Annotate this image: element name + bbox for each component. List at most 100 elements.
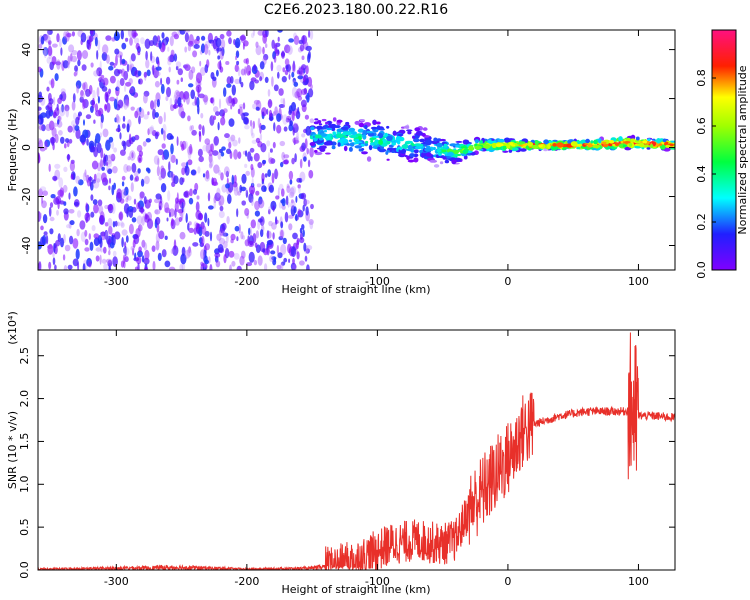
noise-cell xyxy=(237,191,241,196)
noise-cell xyxy=(277,252,283,259)
noise-cell xyxy=(43,231,48,236)
noise-cell xyxy=(67,153,70,162)
noise-cell xyxy=(125,235,129,243)
noise-cell xyxy=(213,164,220,174)
noise-cell xyxy=(115,114,120,123)
noise-cell xyxy=(107,217,113,228)
noise-cell xyxy=(250,125,254,137)
noise-cell xyxy=(181,167,186,176)
noise-cell xyxy=(280,98,284,104)
noise-cell xyxy=(222,108,228,114)
noise-cell xyxy=(246,262,253,267)
noise-cell xyxy=(268,157,274,165)
noise-cell xyxy=(291,110,295,122)
noise-cell xyxy=(114,231,121,240)
signal-cell xyxy=(508,149,513,153)
signal-cell xyxy=(463,155,468,160)
noise-cell xyxy=(300,99,307,108)
noise-cell xyxy=(96,50,99,60)
signal-cell xyxy=(370,142,374,145)
noise-cell xyxy=(245,150,248,157)
noise-cell xyxy=(137,51,141,56)
noise-cell xyxy=(306,92,310,103)
noise-cell xyxy=(130,182,134,193)
signal-cell xyxy=(341,138,347,142)
noise-cell xyxy=(138,115,141,125)
noise-cell xyxy=(90,62,94,68)
noise-cell xyxy=(58,177,64,188)
noise-cell xyxy=(72,93,76,103)
signal-cell xyxy=(309,142,316,146)
noise-cell xyxy=(104,229,109,241)
noise-cell xyxy=(122,115,126,122)
noise-cell xyxy=(202,144,208,152)
signal-cell xyxy=(407,144,413,150)
signal-cell xyxy=(506,144,511,149)
noise-cell xyxy=(121,237,124,248)
noise-cell xyxy=(90,194,94,201)
noise-cell xyxy=(191,129,197,136)
noise-cell xyxy=(51,127,57,137)
noise-cell xyxy=(290,246,297,258)
noise-cell xyxy=(275,170,279,177)
noise-cell xyxy=(119,221,124,227)
noise-cell xyxy=(181,111,186,116)
noise-cell xyxy=(215,37,222,48)
signal-cell xyxy=(361,151,368,155)
noise-cell xyxy=(179,208,182,217)
noise-cell xyxy=(99,215,104,225)
noise-cell xyxy=(44,140,48,150)
noise-cell xyxy=(154,198,160,204)
noise-cell xyxy=(291,101,296,112)
noise-cell xyxy=(84,229,88,237)
noise-cell xyxy=(173,175,179,185)
noise-cell xyxy=(41,235,47,246)
noise-cell xyxy=(98,77,103,83)
noise-cell xyxy=(237,67,241,77)
signal-cell xyxy=(367,131,374,134)
noise-cell xyxy=(57,97,62,105)
noise-cell xyxy=(261,107,267,117)
snr-multiplier: (x10⁴) xyxy=(6,311,19,345)
noise-cell xyxy=(266,230,272,239)
noise-cell xyxy=(199,60,202,67)
signal-cell xyxy=(474,139,480,144)
noise-cell xyxy=(176,136,179,147)
noise-cell xyxy=(175,65,179,71)
signal-cell xyxy=(425,139,432,146)
noise-cell xyxy=(105,258,113,264)
noise-cell xyxy=(302,204,305,212)
noise-cell xyxy=(115,128,121,132)
snr-xlabel: Height of straight line (km) xyxy=(281,583,430,596)
signal-cell xyxy=(587,143,593,148)
noise-cell xyxy=(49,216,55,222)
noise-cell xyxy=(218,237,226,245)
signal-cell xyxy=(343,145,348,152)
signal-cell xyxy=(635,136,640,141)
noise-cell xyxy=(135,175,139,182)
colorbar-ticks: 0.0 0.2 0.4 0.6 0.8 xyxy=(695,69,716,279)
noise-cell xyxy=(126,165,132,172)
noise-cell xyxy=(93,203,99,214)
noise-cell xyxy=(47,244,53,249)
noise-cell xyxy=(74,65,78,72)
signal-cell xyxy=(624,146,632,151)
noise-cell xyxy=(72,124,76,134)
noise-cell xyxy=(163,111,166,123)
noise-cell xyxy=(59,106,66,117)
noise-cell xyxy=(293,139,300,144)
noise-cell xyxy=(50,194,56,199)
noise-cell xyxy=(306,264,310,270)
noise-cell xyxy=(188,34,194,46)
noise-cell xyxy=(237,266,241,270)
noise-cell xyxy=(75,80,82,89)
noise-cell xyxy=(187,115,191,122)
colorbar-tick-label: 0.0 xyxy=(695,261,708,279)
noise-cell xyxy=(281,261,286,266)
noise-cell xyxy=(271,222,277,230)
noise-cell xyxy=(220,172,224,181)
noise-cell xyxy=(74,125,80,131)
signal-cell xyxy=(335,133,344,139)
signal-cell xyxy=(314,134,322,139)
signal-cell xyxy=(361,148,365,151)
